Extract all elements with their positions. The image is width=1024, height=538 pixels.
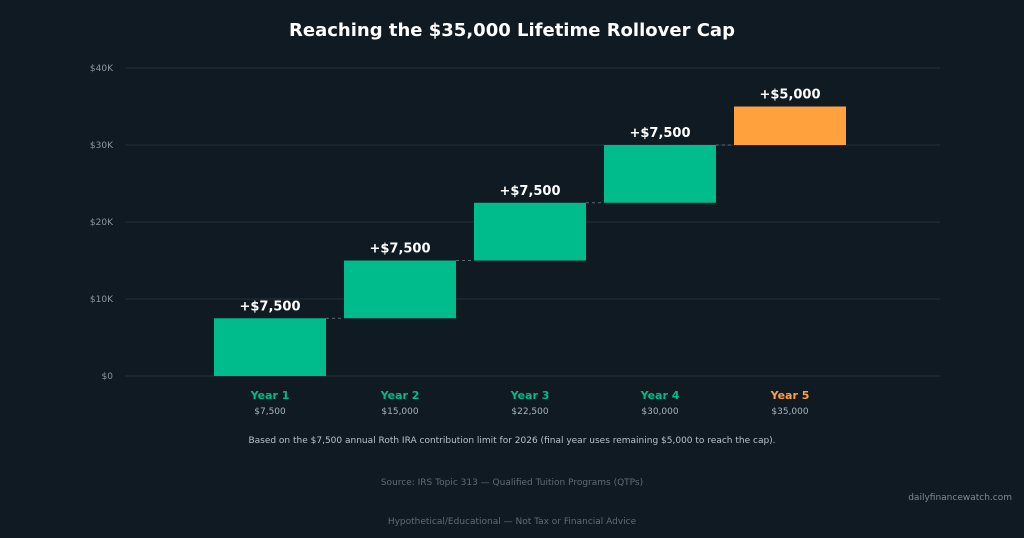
bar-year-2 (344, 260, 456, 319)
bar-value-label: +$7,500 (369, 242, 430, 257)
cumulative-label: $7,500 (254, 407, 286, 417)
cumulative-label: $22,500 (511, 407, 548, 417)
x-category-label: Year 4 (640, 389, 680, 402)
cumulative-label: $35,000 (771, 407, 808, 417)
bar-value-label: +$7,500 (239, 299, 300, 314)
bar-value-label: +$7,500 (629, 126, 690, 141)
category-labels: Year 1 $7,500 Year 2 $15,000 Year 3 $22,500 Ye… (250, 389, 810, 417)
y-tick-label: $40K (90, 64, 114, 74)
chart-footnote: Based on the $7,500 annual Roth IRA cont… (248, 436, 776, 446)
bars (214, 106, 846, 376)
bar-year-4 (604, 145, 716, 203)
bar-year-3 (474, 202, 586, 261)
watermark: dailyfinancewatch.com (908, 493, 1012, 503)
source-note: Source: IRS Topic 313 — Qualified Tuitio… (380, 478, 644, 488)
connectors (326, 144, 734, 319)
x-category-label: Year 2 (380, 389, 420, 402)
x-category-label: Year 1 (250, 389, 290, 402)
bar-value-label: +$5,000 (759, 88, 820, 103)
y-tick-label: $20K (90, 218, 114, 228)
bar-labels: +$7,500 +$7,500 +$7,500 +$7,500 +$5,000 (239, 88, 820, 315)
bar-value-label: +$7,500 (499, 184, 560, 199)
y-tick-label: $10K (90, 295, 114, 305)
x-category-label: Year 3 (510, 389, 550, 402)
y-tick-label: $30K (90, 141, 114, 151)
disclaimer: Hypothetical/Educational — Not Tax or Fi… (387, 517, 637, 527)
y-axis-ticks: $0 $10K $20K $30K $40K (90, 64, 114, 382)
x-category-label: Year 5 (770, 389, 810, 402)
chart-title: Reaching the $35,000 Lifetime Rollover C… (289, 20, 735, 41)
y-tick-label: $0 (102, 372, 114, 382)
cumulative-label: $30,000 (641, 407, 678, 417)
bar-year-5 (734, 106, 846, 145)
bar-year-1 (214, 318, 326, 376)
cumulative-label: $15,000 (381, 407, 418, 417)
